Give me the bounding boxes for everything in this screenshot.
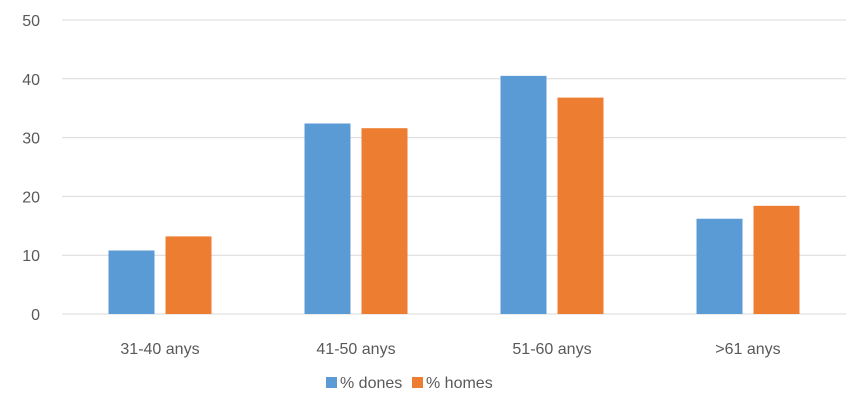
x-tick-label: 51-60 anys <box>512 341 591 358</box>
bar-homes <box>557 97 604 314</box>
bar-homes <box>753 205 800 314</box>
legend-label: % homes <box>426 375 493 392</box>
y-axis-ticks: 0 10 20 30 40 50 <box>22 13 40 324</box>
bar-dones <box>500 75 547 314</box>
y-tick-label: 0 <box>31 307 40 324</box>
bar-homes <box>361 128 408 314</box>
x-tick-label: >61 anys <box>715 341 780 358</box>
x-axis-ticks: 31-40 anys 41-50 anys 51-60 anys >61 anys <box>120 341 780 358</box>
y-tick-label: 50 <box>22 13 40 30</box>
bar-dones <box>108 250 155 314</box>
y-tick-label: 20 <box>22 189 40 206</box>
bar-homes <box>165 236 212 314</box>
legend-swatch <box>326 377 337 388</box>
legend: % dones % homes <box>326 375 493 392</box>
legend-label: % dones <box>340 375 402 392</box>
y-tick-label: 40 <box>22 72 40 89</box>
x-tick-label: 41-50 anys <box>316 341 395 358</box>
x-tick-label: 31-40 anys <box>120 341 199 358</box>
legend-swatch <box>412 377 423 388</box>
y-tick-label: 10 <box>22 248 40 265</box>
y-tick-label: 30 <box>22 131 40 148</box>
bar-dones <box>696 218 743 314</box>
bars <box>108 75 800 314</box>
bar-dones <box>304 123 351 314</box>
